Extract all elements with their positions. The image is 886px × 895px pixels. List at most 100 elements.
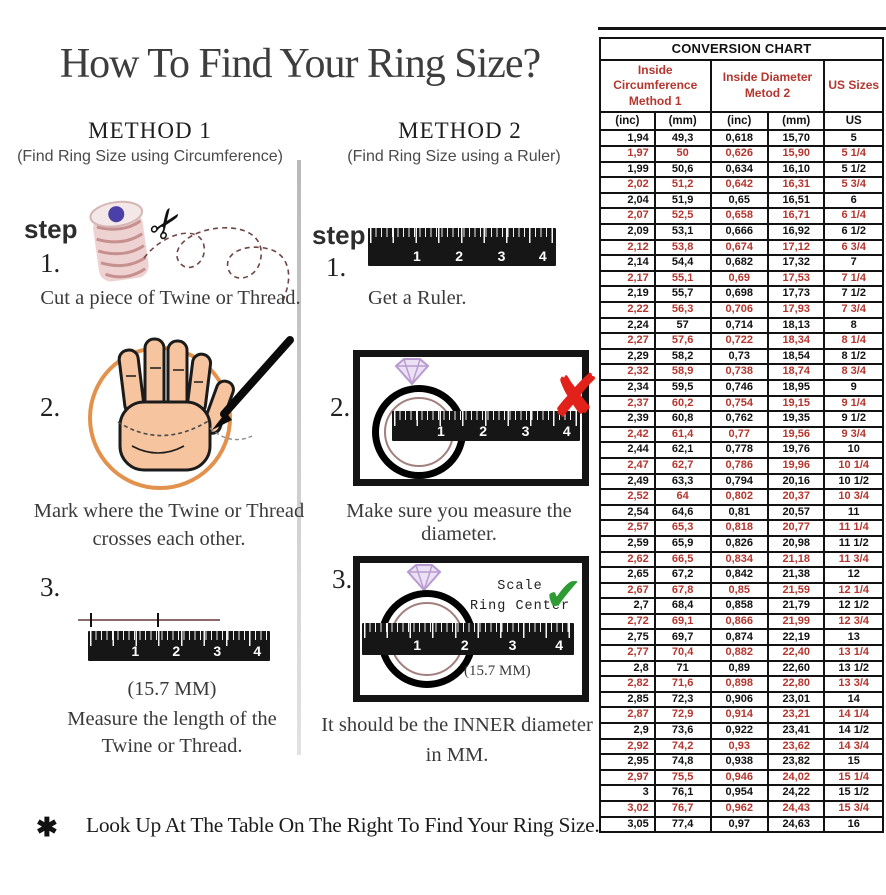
table-cell: 18,34 (766, 332, 826, 350)
column-divider (297, 160, 301, 755)
table-cell: 0,858 (709, 597, 769, 615)
table-cell: 15 3/4 (823, 800, 884, 818)
method1-step3-caption-line1: Measure the length of the (67, 708, 277, 730)
table-row: 2,65 67,2 0,842 21,38 12 (599, 566, 884, 584)
table-cell: 0,722 (709, 332, 769, 350)
method1-step2-number: 2. (40, 392, 61, 422)
group-header-method1: Inside Circumference Method 1 (599, 58, 712, 114)
table-cell: 23,21 (766, 706, 826, 725)
ruler-number: 4 (562, 423, 571, 439)
method2-step3-caption-line1: It should be the INNER diameter (321, 714, 593, 736)
table-cell: 20,16 (766, 472, 826, 491)
table-cell: 22,40 (766, 644, 826, 662)
table-cell: 50 (653, 145, 712, 163)
ruler-number: 1 (131, 643, 140, 659)
table-cell: 12 1/4 (823, 581, 884, 600)
table-cell: 17,53 (766, 269, 826, 288)
table-cell: 0,834 (709, 550, 769, 569)
table-cell: 0,914 (709, 706, 769, 725)
table-cell: 0,77 (709, 425, 769, 444)
method2-heading: METHOD 2 (398, 118, 522, 143)
table-row: 2,14 54,4 0,682 17,32 7 (599, 254, 884, 272)
table-cell: 0,906 (709, 690, 769, 709)
table-cell: 0,85 (709, 581, 769, 600)
table-row: 2,67 67,8 0,85 21,59 12 1/4 (599, 581, 884, 600)
table-cell: 21,18 (766, 550, 826, 569)
table-cell: 59,5 (653, 379, 712, 397)
footer-note: Look Up At The Table On The Right To Fin… (86, 813, 600, 837)
method2-step2-caption: Make sure you measure the diameter. (346, 500, 572, 545)
table-cell: 9 1/2 (823, 410, 884, 428)
table-cell: 13 (823, 628, 884, 647)
ruler-illustration-method2: 1 2 3 4 (368, 228, 556, 266)
table-cell: 7 3/4 (823, 301, 884, 319)
ruler-number: 1 (413, 637, 422, 653)
table-cell: 49,3 (653, 129, 712, 148)
table-cell: 2,7 (599, 597, 656, 615)
table-row: 2,97 75,5 0,946 24,02 15 1/4 (599, 768, 884, 787)
asterisk-icon: ✱ (36, 812, 58, 842)
table-cell: 2,17 (599, 269, 656, 288)
conversion-chart: CONVERSION CHART Inside Circumference Me… (599, 37, 884, 834)
table-row: 2,77 70,4 0,882 22,40 13 1/4 (599, 644, 884, 662)
table-cell: 24,43 (766, 800, 826, 818)
table-cell: 57 (653, 316, 712, 335)
table-cell: 2,87 (599, 706, 656, 725)
table-cell: 0,922 (709, 722, 769, 740)
table-row: 2,27 57,6 0,722 18,34 8 1/4 (599, 332, 884, 350)
table-cell: 0,65 (709, 191, 769, 210)
scale-ring-center-label: Scale Ring Center (469, 579, 571, 615)
table-cell: 6 1/4 (823, 207, 884, 226)
table-cell: 76,7 (653, 800, 712, 818)
ruler-number: 4 (538, 248, 547, 264)
table-cell: 8 1/2 (823, 347, 884, 366)
table-cell: 0,706 (709, 301, 769, 319)
ruler-number: 4 (253, 643, 262, 659)
method2-subheading: (Find Ring Size using a Ruler) (347, 148, 561, 165)
ruler-number: 1 (412, 248, 421, 264)
table-cell: 13 1/4 (823, 644, 884, 662)
table-cell: 9 1/4 (823, 394, 884, 413)
table-row: 2,24 57 0,714 18,13 8 (599, 316, 884, 335)
table-cell: 0,618 (709, 129, 769, 148)
table-cell: 53,8 (653, 238, 712, 257)
method1-step3-number: 3. (40, 572, 61, 602)
table-cell: 2,82 (599, 675, 656, 693)
table-row: 3,02 76,7 0,962 24,43 15 3/4 (599, 800, 884, 818)
table-cell: 63,3 (653, 472, 712, 491)
table-cell: 21,79 (766, 597, 826, 615)
table-cell: 2,85 (599, 690, 656, 709)
table-cell: 0,794 (709, 472, 769, 491)
table-cell: 18,95 (766, 379, 826, 397)
table-cell: 2,12 (599, 238, 656, 257)
table-cell: 13 3/4 (823, 675, 884, 693)
table-row: 2,19 55,7 0,698 17,73 7 1/2 (599, 285, 884, 303)
table-cell: 23,82 (766, 753, 826, 771)
table-cell: 24,63 (766, 815, 826, 834)
table-cell: 22,80 (766, 675, 826, 693)
table-cell: 2,14 (599, 254, 656, 272)
table-cell: 6 (823, 191, 884, 210)
table-cell: 15 1/2 (823, 784, 884, 802)
table-row: 2,39 60,8 0,762 19,35 9 1/2 (599, 410, 884, 428)
table-cell: 18,13 (766, 316, 826, 335)
table-cell: 20,98 (766, 534, 826, 553)
table-cell: 2,27 (599, 332, 656, 350)
table-cell: 52,5 (653, 207, 712, 226)
table-cell: 0,666 (709, 223, 769, 241)
table-cell: 2,29 (599, 347, 656, 366)
table-cell: 51,2 (653, 176, 712, 194)
table-row: 2,85 72,3 0,906 23,01 14 (599, 690, 884, 709)
table-row: 2,04 51,9 0,65 16,51 6 (599, 191, 884, 210)
table-cell: 0,882 (709, 644, 769, 662)
table-row: 2,29 58,2 0,73 18,54 8 1/2 (599, 347, 884, 366)
table-cell: 0,898 (709, 675, 769, 693)
table-cell: 56,3 (653, 301, 712, 319)
table-row: 2,92 74,2 0,93 23,62 14 3/4 (599, 737, 884, 756)
ruler-number: 3 (497, 248, 506, 264)
table-cell: 0,93 (709, 737, 769, 756)
table-cell: 19,76 (766, 441, 826, 459)
hand-illustration (88, 336, 294, 490)
method1-measurement: (15.7 MM) (127, 678, 217, 700)
